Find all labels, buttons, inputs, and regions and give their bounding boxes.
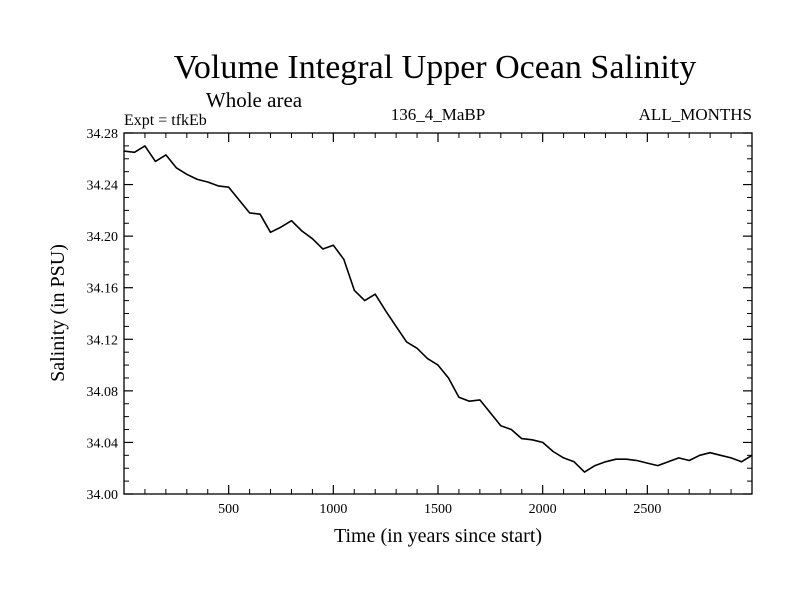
y-tick-label: 34.04 xyxy=(87,436,119,451)
y-tick-label: 34.20 xyxy=(87,230,119,245)
y-tick-label: 34.08 xyxy=(87,385,119,400)
x-tick-label: 500 xyxy=(218,502,239,517)
plot-frame xyxy=(123,132,753,495)
y-axis-label: Salinity (in PSU) xyxy=(47,244,69,382)
y-tick-label: 34.28 xyxy=(87,127,119,142)
y-tick-label: 34.00 xyxy=(87,488,119,503)
x-axis: 500 1000 1500 2000 2500 xyxy=(144,133,732,517)
x-tick-label: 2500 xyxy=(633,502,661,517)
y-tick-label: 34.24 xyxy=(87,179,119,194)
annotation-run: 136_4_MaBP xyxy=(391,105,485,124)
annotation-expt: Expt = tfkEb xyxy=(124,112,207,129)
chart-title: Volume Integral Upper Ocean Salinity xyxy=(174,49,696,86)
annotation-months: ALL_MONTHS xyxy=(639,105,752,124)
x-tick-label: 1000 xyxy=(319,502,347,517)
chart-subtitle: Whole area xyxy=(206,88,303,112)
y-tick-label: 34.12 xyxy=(87,333,119,348)
y-tick-label: 34.16 xyxy=(87,282,119,297)
y-axis: 34.00 34.04 34.08 34.12 34.16 34.20 34.24 34.28 xyxy=(87,127,752,503)
x-axis-label: Time (in years since start) xyxy=(334,525,542,547)
x-tick-label: 2000 xyxy=(529,502,557,517)
series-layer xyxy=(123,145,753,473)
series-line xyxy=(123,145,753,473)
x-tick-label: 1500 xyxy=(424,502,452,517)
